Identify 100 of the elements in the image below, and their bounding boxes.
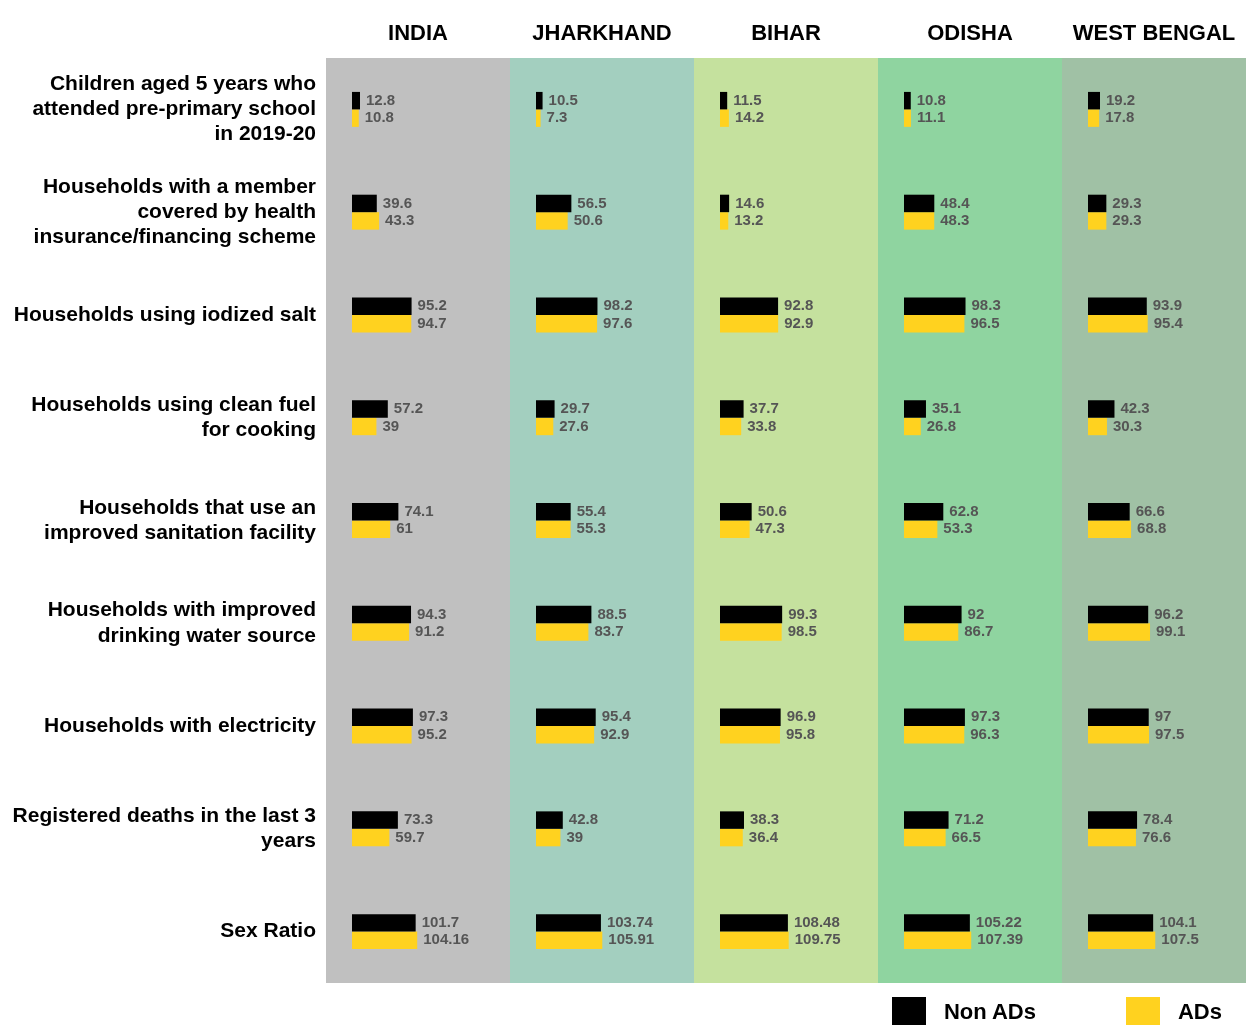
data-label: 71.2: [954, 810, 984, 828]
data-label: 96.9: [786, 707, 816, 725]
bar: [536, 503, 571, 521]
bar: [352, 297, 412, 315]
bar: [352, 605, 412, 624]
bar: [352, 109, 359, 127]
data-label: 97: [1154, 707, 1172, 725]
data-label: 47.3: [755, 519, 785, 537]
bar: [720, 503, 752, 521]
bar: [1088, 109, 1100, 127]
bar: [720, 212, 729, 230]
data-label: 42.8: [568, 810, 598, 828]
bar: [720, 828, 743, 847]
y-tick-label: Households using iodized salt: [13, 301, 316, 325]
bar: [720, 931, 789, 950]
data-label: 97.6: [603, 313, 633, 331]
data-label: 42.3: [1120, 399, 1150, 417]
data-label: 92.8: [784, 296, 814, 314]
bar: [352, 314, 412, 333]
y-tick-label: Children aged 5 years who attended pre-primary school in 2019-20: [32, 70, 316, 145]
data-label: 13.2: [734, 211, 764, 229]
bar: [720, 623, 782, 641]
data-label: 93.9: [1152, 296, 1182, 314]
bar: [536, 194, 572, 213]
bar: [904, 828, 946, 847]
data-label: 101.7: [421, 913, 460, 931]
data-label: 10.8: [916, 90, 946, 108]
data-label: 95.4: [601, 707, 632, 725]
bar: [1088, 605, 1149, 624]
data-label: 105.22: [975, 913, 1022, 931]
bar: [352, 623, 410, 641]
data-label: 50.6: [573, 211, 603, 229]
data-label: 78.4: [1143, 810, 1173, 828]
bar: [536, 417, 554, 436]
bar: [720, 109, 729, 127]
bar: [1088, 914, 1154, 932]
data-label: 96.5: [970, 313, 1000, 331]
data-label: 94.3: [417, 604, 447, 622]
data-label: 29.3: [1112, 211, 1142, 229]
data-label: 91.2: [415, 622, 445, 640]
bar: [1088, 726, 1150, 744]
data-label: 27.6: [559, 416, 589, 434]
data-label: 66.5: [951, 827, 981, 845]
chart-title: ODISHA: [926, 19, 1014, 47]
data-label: 107.39: [977, 930, 1024, 948]
bar: [904, 297, 966, 315]
data-label: 11.5: [733, 90, 762, 108]
data-label: 74.1: [404, 501, 434, 519]
data-label: 26.8: [926, 416, 956, 434]
bar: [904, 91, 911, 110]
bar: [536, 520, 571, 538]
legend-label: Non ADs: [943, 999, 1036, 1025]
data-label: 48.4: [940, 193, 971, 211]
data-label: 76.6: [1141, 827, 1172, 845]
bar: [904, 520, 938, 538]
data-label: 36.4: [748, 827, 779, 845]
data-label: 95.4: [1153, 313, 1184, 331]
data-label: 55.4: [576, 501, 607, 519]
data-label: 48.3: [940, 211, 970, 229]
bar: [904, 212, 935, 230]
bar: [720, 726, 780, 744]
y-tick-label: Households with a member covered by health insurance/financing scheme: [33, 173, 316, 248]
bar: [904, 726, 965, 744]
bar: [720, 194, 730, 213]
data-label: 14.6: [735, 193, 765, 211]
bar: [352, 503, 399, 521]
bar: [536, 212, 568, 230]
bar: [536, 91, 543, 110]
bar: [536, 314, 598, 333]
bar: [904, 931, 972, 950]
data-label: 66.6: [1135, 501, 1165, 519]
legend-label: ADs: [1177, 999, 1222, 1025]
bar: [904, 623, 959, 641]
data-label: 10.8: [364, 108, 394, 126]
bar: [1088, 297, 1147, 315]
bar: [720, 914, 788, 932]
bar: [1088, 400, 1115, 418]
bar: [720, 605, 783, 624]
y-tick-label: Households that use an improved sanitation facility: [44, 494, 317, 543]
bar: [720, 400, 744, 418]
bar: [1088, 314, 1148, 333]
bar: [352, 708, 413, 727]
data-label: 50.6: [757, 501, 787, 519]
data-label: 103.74: [606, 913, 654, 931]
y-tick-label: Households with improved drinking water source: [47, 597, 316, 646]
data-label: 107.5: [1161, 930, 1199, 948]
data-label: 92.9: [784, 313, 814, 331]
data-label: 14.2: [734, 108, 765, 126]
bar: [1088, 212, 1107, 230]
data-label: 11.1: [916, 108, 946, 126]
data-label: 68.8: [1137, 519, 1167, 537]
bar: [904, 811, 949, 829]
bar: [352, 914, 416, 932]
data-label: 19.2: [1106, 90, 1136, 108]
data-label: 92: [967, 604, 985, 622]
data-label: 17.8: [1105, 108, 1135, 126]
data-label: 29.3: [1112, 193, 1142, 211]
bar: [536, 708, 596, 727]
bar: [536, 811, 563, 829]
data-label: 98.3: [971, 296, 1001, 314]
